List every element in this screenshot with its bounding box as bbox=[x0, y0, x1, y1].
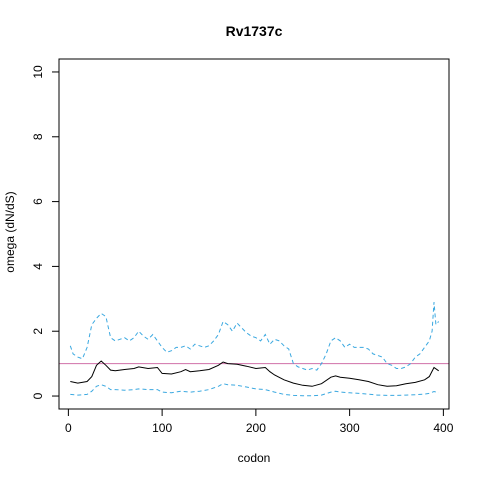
y-tick-label: 6 bbox=[31, 198, 45, 205]
series-line-estimate bbox=[70, 360, 439, 387]
x-tick-label: 300 bbox=[340, 421, 360, 435]
series-line-lower-bound bbox=[70, 383, 439, 397]
y-tick-label: 4 bbox=[31, 263, 45, 270]
y-axis: 0 2 4 6 8 10 bbox=[31, 65, 59, 399]
x-axis-label: codon bbox=[238, 451, 271, 465]
x-tick-label: 0 bbox=[65, 421, 72, 435]
y-tick-label: 8 bbox=[31, 133, 45, 140]
y-tick-label: 10 bbox=[31, 65, 45, 79]
x-axis: 0 100 200 300 400 bbox=[65, 408, 454, 435]
y-tick-label: 0 bbox=[31, 392, 45, 399]
y-tick-label: 2 bbox=[31, 328, 45, 335]
x-tick-label: 400 bbox=[433, 421, 453, 435]
plot-frame bbox=[58, 58, 450, 410]
x-tick-label: 200 bbox=[246, 421, 266, 435]
x-tick-label: 100 bbox=[152, 421, 172, 435]
series-line-upper-bound bbox=[69, 302, 440, 371]
plot-content bbox=[59, 302, 449, 397]
y-axis-label: omega (dN/dS) bbox=[3, 191, 17, 272]
chart-title: Rv1737c bbox=[226, 23, 283, 39]
